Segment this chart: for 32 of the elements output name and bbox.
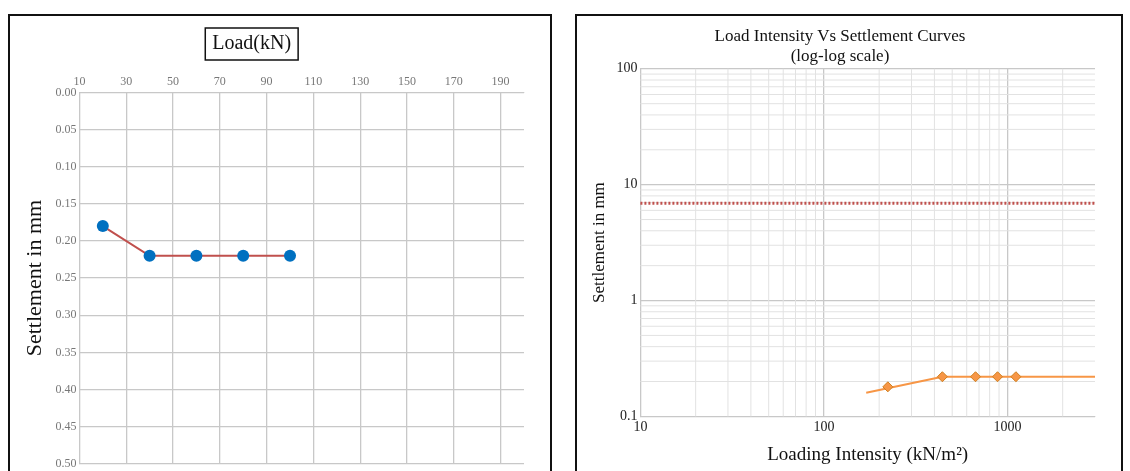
y-tick-label: 0.45 (55, 418, 77, 433)
y-tick-label: 0.00 (55, 84, 77, 99)
x-axis-title: Load(kN) (212, 31, 292, 55)
x-tick-label: 170 (444, 74, 463, 89)
y-axis-title: Settlement in mm (588, 182, 608, 304)
x-tick-label: 190 (491, 74, 510, 89)
y-tick-label: 100 (616, 60, 638, 76)
y-tick-label: 0.20 (55, 233, 77, 248)
y-tick-label: 0.05 (55, 121, 77, 136)
x-tick-label: 30 (120, 74, 133, 89)
x-tick-label: 70 (213, 74, 226, 89)
x-tick-label: 50 (167, 74, 179, 89)
x-axis-title: Loading Intensity (kN/m²) (767, 442, 969, 465)
y-tick-label: 0.15 (55, 195, 77, 210)
y-tick-label: 1 (630, 292, 638, 308)
x-tick-label: 110 (304, 74, 323, 89)
x-tick-label: 150 (398, 74, 416, 89)
x-tick-label: 130 (351, 74, 370, 89)
x-tick-label: 100 (813, 419, 835, 435)
y-tick-label: 0.35 (55, 344, 77, 359)
y-tick-label: 0.40 (55, 381, 77, 396)
y-tick-label: 0.50 (55, 455, 77, 470)
y-tick-label: 10 (623, 176, 638, 192)
x-tick-label: 90 (260, 74, 273, 89)
x-tick-label: 10 (633, 419, 648, 435)
chart-title: Load Intensity Vs Settlement Curves (714, 25, 966, 45)
y-tick-label: 0.10 (55, 158, 77, 173)
x-tick-label: 1000 (993, 419, 1022, 435)
y-tick-label: 0.25 (55, 270, 77, 285)
y-axis-title: Settlement in mm (20, 199, 46, 357)
chart-subtitle: (log-log scale) (790, 46, 890, 66)
y-tick-label: 0.30 (55, 307, 77, 322)
